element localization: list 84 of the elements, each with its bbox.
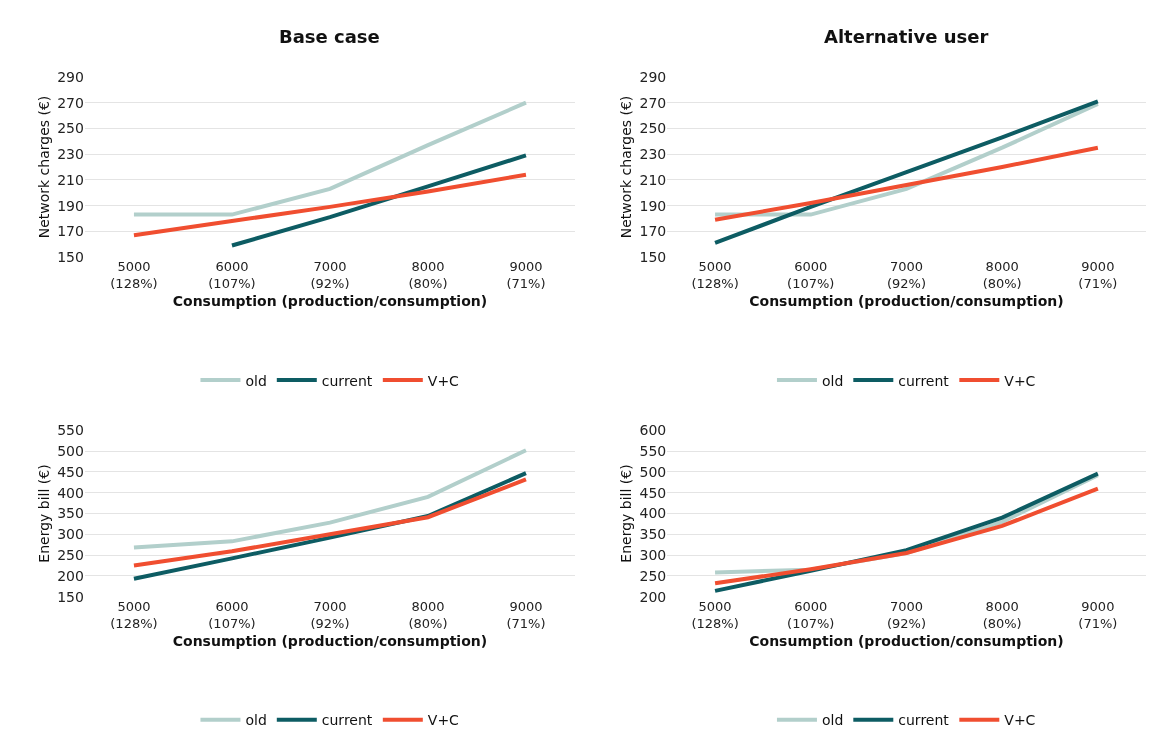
x-tick-label: 7000 (92%)	[310, 598, 350, 631]
legend-label: current	[898, 712, 950, 729]
y-tick-label: 170	[639, 223, 667, 240]
x-tick-label: 8000 (80%)	[982, 598, 1022, 631]
x-tick-label: 6000 (107%)	[787, 259, 835, 291]
y-tick-label: 500	[639, 463, 667, 480]
chart-title: Alternative user	[824, 26, 989, 47]
x-tick-label: 5000 (128%)	[691, 598, 739, 631]
y-tick-label: 270	[639, 94, 667, 111]
y-tick-label: 450	[57, 463, 84, 480]
y-tick-label: 170	[57, 223, 84, 240]
x-tick-label: 8000 (80%)	[408, 598, 448, 631]
line-series	[131, 448, 528, 550]
x-tick-label: 9000 (71%)	[1078, 598, 1118, 631]
y-tick-label: 350	[57, 505, 84, 522]
line-series	[713, 486, 1100, 586]
y-tick-label: 250	[57, 546, 84, 563]
y-axis-title: Energy bill (€)	[618, 464, 635, 563]
y-tick-label: 150	[639, 248, 667, 265]
line-series	[713, 145, 1100, 222]
y-tick-label: 190	[639, 197, 667, 214]
y-tick-label: 300	[639, 546, 667, 563]
x-axis-title: Consumption (production/consumption)	[749, 293, 1064, 310]
x-tick-label: 8000 (80%)	[982, 259, 1022, 291]
y-tick-label: 250	[639, 120, 667, 137]
y-tick-label: 300	[57, 526, 84, 543]
line-series	[131, 100, 528, 217]
x-tick-label: 7000 (92%)	[310, 259, 350, 291]
y-tick-label: 350	[639, 526, 667, 543]
y-tick-label: 200	[57, 567, 84, 584]
y-tick-label: 290	[639, 68, 667, 85]
x-tick-label: 5000 (128%)	[110, 598, 158, 631]
y-tick-label: 550	[57, 422, 84, 439]
x-tick-label: 6000 (107%)	[787, 598, 835, 631]
y-tick-label: 550	[639, 443, 667, 460]
x-tick-label: 8000 (80%)	[408, 259, 448, 291]
x-tick-label: 9000 (71%)	[1078, 259, 1118, 291]
legend-label: old	[245, 372, 267, 389]
y-axis-title: Network charges (€)	[618, 95, 635, 239]
y-tick-label: 400	[639, 505, 667, 522]
y-tick-label: 230	[57, 146, 84, 163]
x-tick-label: 9000 (71%)	[506, 259, 546, 291]
x-axis-title: Consumption (production/consumption)	[172, 293, 488, 310]
y-tick-label: 190	[57, 197, 84, 214]
legend-label: old	[245, 712, 267, 729]
line-series	[131, 477, 528, 568]
legend-label: V+C	[1004, 372, 1036, 389]
x-tick-label: 7000 (92%)	[886, 259, 926, 291]
legend-label: current	[898, 372, 950, 389]
y-tick-label: 270	[57, 94, 84, 111]
legend-label: V+C	[427, 372, 460, 389]
y-tick-label: 500	[57, 443, 84, 460]
legend-label: current	[321, 712, 373, 729]
y-tick-label: 210	[57, 171, 84, 188]
legend-label: current	[321, 372, 373, 389]
x-tick-label: 9000 (71%)	[506, 598, 546, 631]
chart-title: Base case	[279, 26, 380, 47]
line-series	[131, 172, 528, 238]
y-tick-label: 600	[639, 422, 667, 439]
y-axis-title: Energy bill (€)	[35, 464, 52, 563]
x-tick-label: 6000 (107%)	[208, 598, 256, 631]
y-tick-label: 150	[57, 248, 84, 265]
legend-label: V+C	[1004, 712, 1036, 729]
x-tick-label: 5000 (128%)	[691, 259, 739, 291]
y-tick-label: 250	[57, 120, 84, 137]
line-series	[713, 99, 1100, 245]
y-tick-label: 200	[639, 588, 667, 605]
y-tick-label: 290	[57, 68, 84, 85]
y-axis-title: Network charges (€)	[35, 95, 52, 239]
y-tick-label: 230	[639, 146, 667, 163]
y-tick-label: 250	[639, 567, 667, 584]
x-axis-title: Consumption (production/consumption)	[749, 632, 1064, 649]
legend-label: V+C	[427, 712, 460, 729]
x-axis-title: Consumption (production/consumption)	[172, 632, 488, 649]
y-tick-label: 150	[57, 588, 84, 605]
x-tick-label: 5000 (128%)	[110, 259, 158, 291]
legend-label: old	[821, 372, 844, 389]
x-tick-label: 6000 (107%)	[208, 259, 256, 291]
y-tick-label: 210	[639, 171, 667, 188]
legend-label: old	[821, 712, 844, 729]
y-tick-label: 450	[639, 484, 667, 501]
x-tick-label: 7000 (92%)	[886, 598, 926, 631]
line-series	[229, 153, 528, 248]
y-tick-label: 400	[57, 484, 84, 501]
